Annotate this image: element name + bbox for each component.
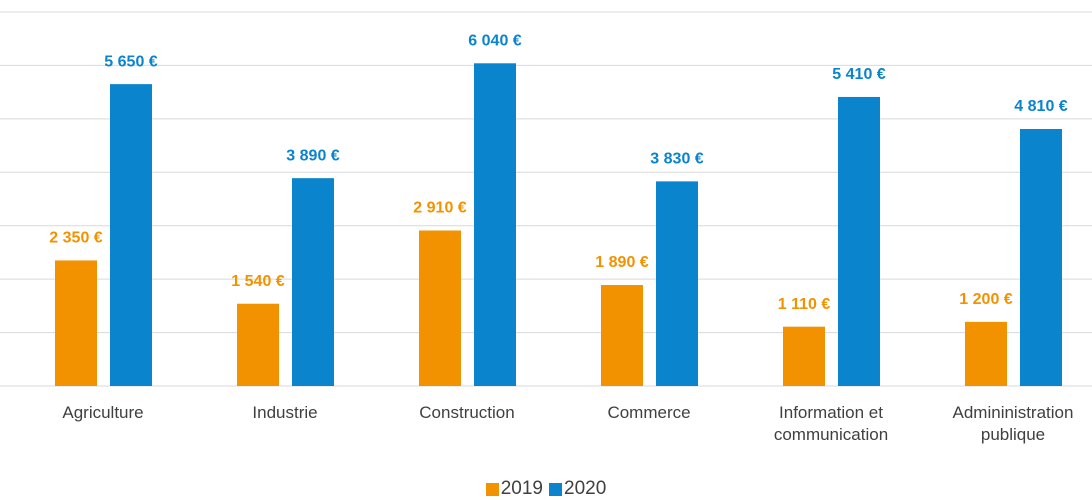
bar [419,230,461,386]
data-label: 5 410 € [832,66,885,83]
x-tick-label: Information et communication [773,403,889,444]
legend-swatch [485,482,499,496]
bar [601,285,643,386]
x-tick-label: Industrie [252,403,318,422]
x-tick-label: Agriculture [62,403,144,422]
x-tick-label: Construction [419,403,515,422]
data-label: 6 040 € [468,33,521,50]
data-label: 1 200 € [959,291,1012,308]
data-label: 3 890 € [286,147,339,164]
data-label: 4 810 € [1014,98,1067,115]
data-label: 1 890 € [595,254,648,271]
bar [110,84,152,386]
legend-item: 2020 [549,478,606,500]
bar [838,96,880,387]
legend: 2019 2020 [0,478,1092,500]
bar [783,326,825,386]
bar [656,181,698,386]
data-label: 2 350 € [49,230,102,247]
bar [237,303,279,386]
legend-swatch [549,482,562,496]
legend-label: 2020 [564,478,607,499]
bar [55,260,97,386]
bar [292,178,334,386]
data-label: 2 910 € [413,200,466,217]
bar [965,321,1007,386]
legend-item: 2019 [485,478,543,500]
data-label: 1 540 € [231,273,284,290]
x-tick-label: Commerce [607,403,691,422]
data-label: 3 830 € [650,151,703,168]
bar [1020,129,1062,386]
data-label: 5 650 € [104,53,157,70]
bar [474,63,516,386]
plot-area: 2 350 € 5 650 € 1 540 € 3 890 € 2 910 € 6 040… [0,11,1092,387]
x-tick-label: Admininistration publique [952,403,1074,444]
legend-label: 2019 [500,478,543,499]
data-label: 1 110 € [778,296,831,313]
